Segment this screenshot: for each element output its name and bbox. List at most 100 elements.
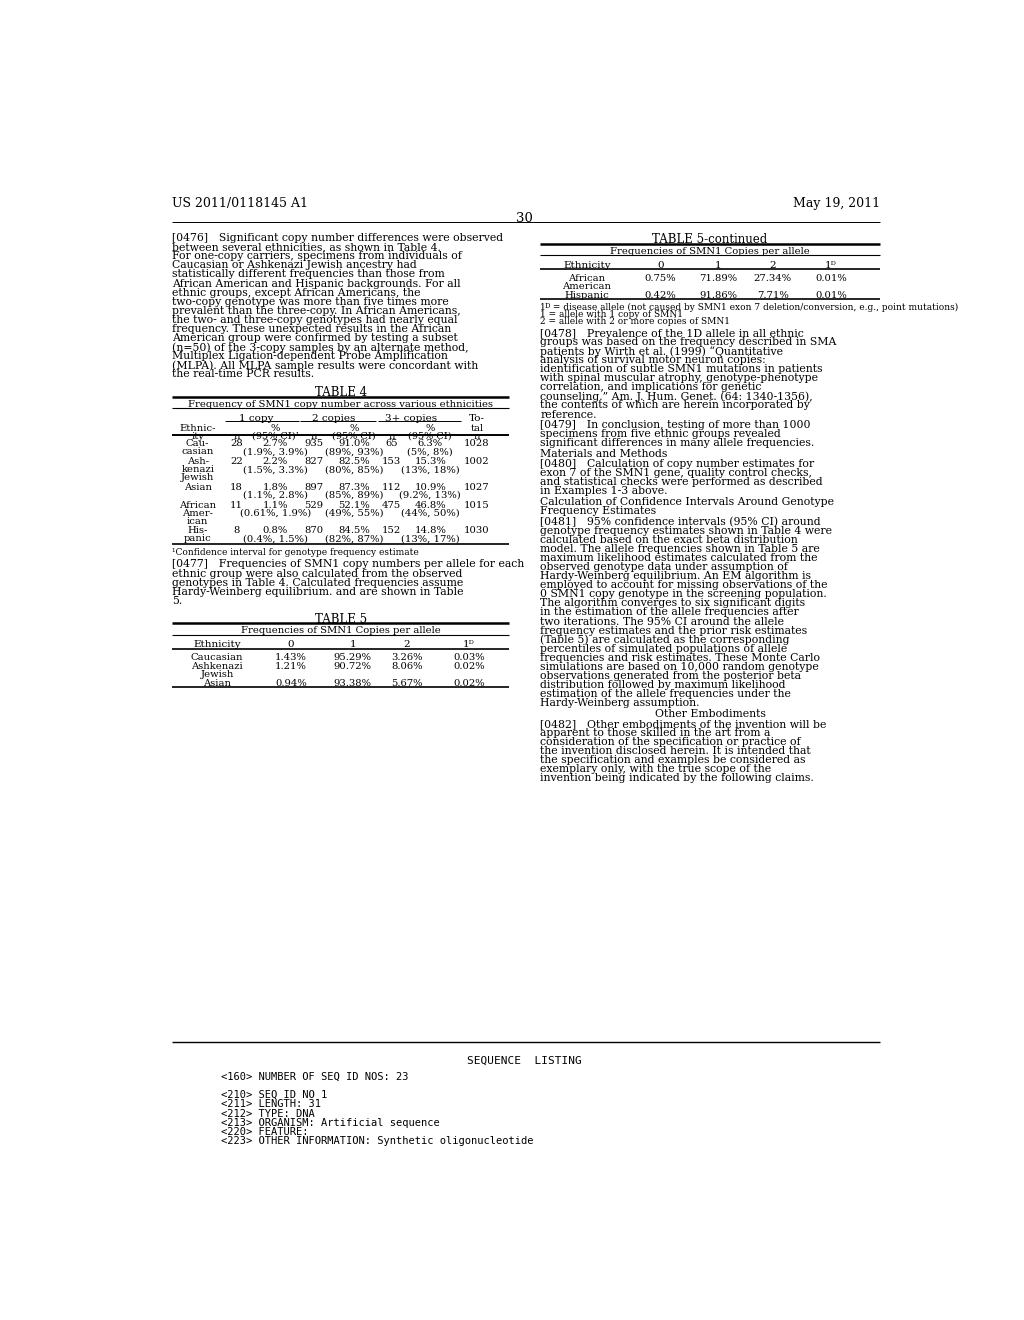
- Text: 935: 935: [304, 440, 324, 449]
- Text: (5%, 8%): (5%, 8%): [408, 447, 454, 457]
- Text: 2: 2: [769, 261, 776, 269]
- Text: consideration of the specification or practice of: consideration of the specification or pr…: [541, 737, 801, 747]
- Text: maximum likelihood estimates calculated from the: maximum likelihood estimates calculated …: [541, 553, 818, 562]
- Text: frequency estimates and the prior risk estimates: frequency estimates and the prior risk e…: [541, 626, 808, 636]
- Text: 1 copy: 1 copy: [239, 414, 273, 422]
- Text: the real-time PCR results.: the real-time PCR results.: [172, 370, 314, 379]
- Text: TABLE 4: TABLE 4: [314, 387, 367, 399]
- Text: counseling.” Am. J. Hum. Genet. (64: 1340-1356),: counseling.” Am. J. Hum. Genet. (64: 134…: [541, 392, 813, 403]
- Text: exemplary only, with the true scope of the: exemplary only, with the true scope of t…: [541, 764, 771, 775]
- Text: 0.94%: 0.94%: [274, 678, 306, 688]
- Text: correlation, and implications for genetic: correlation, and implications for geneti…: [541, 383, 762, 392]
- Text: African American and Hispanic backgrounds. For all: African American and Hispanic background…: [172, 279, 461, 289]
- Text: SEQUENCE  LISTING: SEQUENCE LISTING: [467, 1056, 583, 1067]
- Text: Other Embodiments: Other Embodiments: [654, 709, 766, 719]
- Text: in the estimation of the allele frequencies after: in the estimation of the allele frequenc…: [541, 607, 799, 618]
- Text: ethnic groups, except African Americans, the: ethnic groups, except African Americans,…: [172, 288, 421, 297]
- Text: (Table 5) are calculated as the corresponding: (Table 5) are calculated as the correspo…: [541, 635, 790, 645]
- Text: with spinal muscular atrophy, genotype-phenotype: with spinal muscular atrophy, genotype-p…: [541, 374, 818, 383]
- Text: 1028: 1028: [464, 440, 489, 449]
- Text: frequencies and risk estimates. These Monte Carlo: frequencies and risk estimates. These Mo…: [541, 653, 820, 663]
- Text: To-: To-: [469, 414, 484, 422]
- Text: = disease allele (not caused by SMN1 exon 7 deletion/conversion, e.g., point mut: = disease allele (not caused by SMN1 exo…: [550, 304, 958, 313]
- Text: (1.1%, 2.8%): (1.1%, 2.8%): [243, 491, 308, 500]
- Text: genotypes in Table 4. Calculated frequencies assume: genotypes in Table 4. Calculated frequen…: [172, 578, 464, 587]
- Text: TABLE 5: TABLE 5: [314, 612, 367, 626]
- Text: 475: 475: [382, 500, 401, 510]
- Text: Hispanic: Hispanic: [564, 290, 609, 300]
- Text: Materials and Methods: Materials and Methods: [541, 449, 668, 459]
- Text: 6.3%: 6.3%: [418, 440, 442, 449]
- Text: 897: 897: [304, 483, 324, 492]
- Text: 91.86%: 91.86%: [699, 290, 737, 300]
- Text: His-: His-: [187, 527, 208, 536]
- Text: (82%, 87%): (82%, 87%): [325, 535, 384, 544]
- Text: 0 SMN1 copy genotype in the screening population.: 0 SMN1 copy genotype in the screening po…: [541, 589, 827, 599]
- Text: 1.8%: 1.8%: [262, 483, 288, 492]
- Text: 1.1%: 1.1%: [262, 500, 288, 510]
- Text: May 19, 2011: May 19, 2011: [793, 197, 880, 210]
- Text: 1015: 1015: [464, 500, 489, 510]
- Text: %: %: [426, 424, 435, 433]
- Text: (9.2%, 13%): (9.2%, 13%): [399, 491, 461, 500]
- Text: 2 = allele with 2 or more copies of SMN1: 2 = allele with 2 or more copies of SMN1: [541, 317, 730, 326]
- Text: n: n: [310, 432, 317, 441]
- Text: (0.61%, 1.9%): (0.61%, 1.9%): [240, 508, 311, 517]
- Text: (95% CI)¹: (95% CI)¹: [252, 432, 299, 441]
- Text: two iterations. The 95% CI around the allele: two iterations. The 95% CI around the al…: [541, 616, 784, 627]
- Text: 1 = allele with 1 copy of SMN1: 1 = allele with 1 copy of SMN1: [541, 310, 683, 319]
- Text: [0476] Significant copy number differences were observed: [0476] Significant copy number differenc…: [172, 234, 504, 243]
- Text: the invention disclosed herein. It is intended that: the invention disclosed herein. It is in…: [541, 746, 811, 756]
- Text: The algorithm converges to six significant digits: The algorithm converges to six significa…: [541, 598, 806, 609]
- Text: 46.8%: 46.8%: [415, 500, 446, 510]
- Text: 0.42%: 0.42%: [644, 290, 676, 300]
- Text: [0480] Calculation of copy number estimates for: [0480] Calculation of copy number estima…: [541, 459, 814, 469]
- Text: 152: 152: [382, 527, 401, 536]
- Text: 0.02%: 0.02%: [454, 661, 484, 671]
- Text: 870: 870: [304, 527, 324, 536]
- Text: Ethnicity: Ethnicity: [194, 640, 241, 649]
- Text: Ethnic-: Ethnic-: [179, 424, 216, 433]
- Text: Frequencies of SMN1 Copies per allele: Frequencies of SMN1 Copies per allele: [610, 247, 810, 256]
- Text: 28: 28: [230, 440, 243, 449]
- Text: Frequency Estimates: Frequency Estimates: [541, 506, 656, 516]
- Text: 1.43%: 1.43%: [274, 653, 306, 663]
- Text: (13%, 17%): (13%, 17%): [400, 535, 460, 544]
- Text: 0.8%: 0.8%: [262, 527, 288, 536]
- Text: 1ᴰ: 1ᴰ: [463, 640, 475, 649]
- Text: Multiplex Ligation-dependent Probe Amplification: Multiplex Ligation-dependent Probe Ampli…: [172, 351, 449, 362]
- Text: estimation of the allele frequencies under the: estimation of the allele frequencies und…: [541, 689, 792, 700]
- Text: 827: 827: [304, 457, 324, 466]
- Text: 1.21%: 1.21%: [274, 661, 306, 671]
- Text: statistically different frequencies than those from: statistically different frequencies than…: [172, 269, 444, 280]
- Text: 529: 529: [304, 500, 324, 510]
- Text: n: n: [473, 432, 480, 441]
- Text: Caucasian: Caucasian: [190, 653, 244, 663]
- Text: 8.06%: 8.06%: [391, 661, 423, 671]
- Text: Jewish: Jewish: [181, 473, 214, 482]
- Text: and statistical checks were performed as described: and statistical checks were performed as…: [541, 478, 823, 487]
- Text: observations generated from the posterior beta: observations generated from the posterio…: [541, 671, 802, 681]
- Text: 0: 0: [657, 261, 664, 269]
- Text: ican: ican: [187, 516, 209, 525]
- Text: Caucasian or Ashkenazi Jewish ancestry had: Caucasian or Ashkenazi Jewish ancestry h…: [172, 260, 417, 271]
- Text: <223> OTHER INFORMATION: Synthetic oligonucleotide: <223> OTHER INFORMATION: Synthetic oligo…: [221, 1137, 534, 1146]
- Text: <212> TYPE: DNA: <212> TYPE: DNA: [221, 1109, 314, 1118]
- Text: the specification and examples be considered as: the specification and examples be consid…: [541, 755, 806, 766]
- Text: 2: 2: [403, 640, 411, 649]
- Text: (95% CI): (95% CI): [333, 432, 376, 441]
- Text: 2.2%: 2.2%: [262, 457, 288, 466]
- Text: identification of subtle SMN1 mutations in patients: identification of subtle SMN1 mutations …: [541, 364, 823, 374]
- Text: 1002: 1002: [464, 457, 489, 466]
- Text: 5.: 5.: [172, 595, 182, 606]
- Text: 14.8%: 14.8%: [415, 527, 446, 536]
- Text: 1027: 1027: [464, 483, 489, 492]
- Text: Cau-: Cau-: [186, 440, 210, 449]
- Text: significant differences in many allele frequencies.: significant differences in many allele f…: [541, 438, 814, 449]
- Text: 0: 0: [288, 640, 294, 649]
- Text: reference.: reference.: [541, 409, 597, 420]
- Text: percentiles of simulated populations of allele: percentiles of simulated populations of …: [541, 644, 787, 653]
- Text: simulations are based on 10,000 random genotype: simulations are based on 10,000 random g…: [541, 661, 819, 672]
- Text: US 2011/0118145 A1: US 2011/0118145 A1: [172, 197, 308, 210]
- Text: distribution followed by maximum likelihood: distribution followed by maximum likelih…: [541, 680, 785, 690]
